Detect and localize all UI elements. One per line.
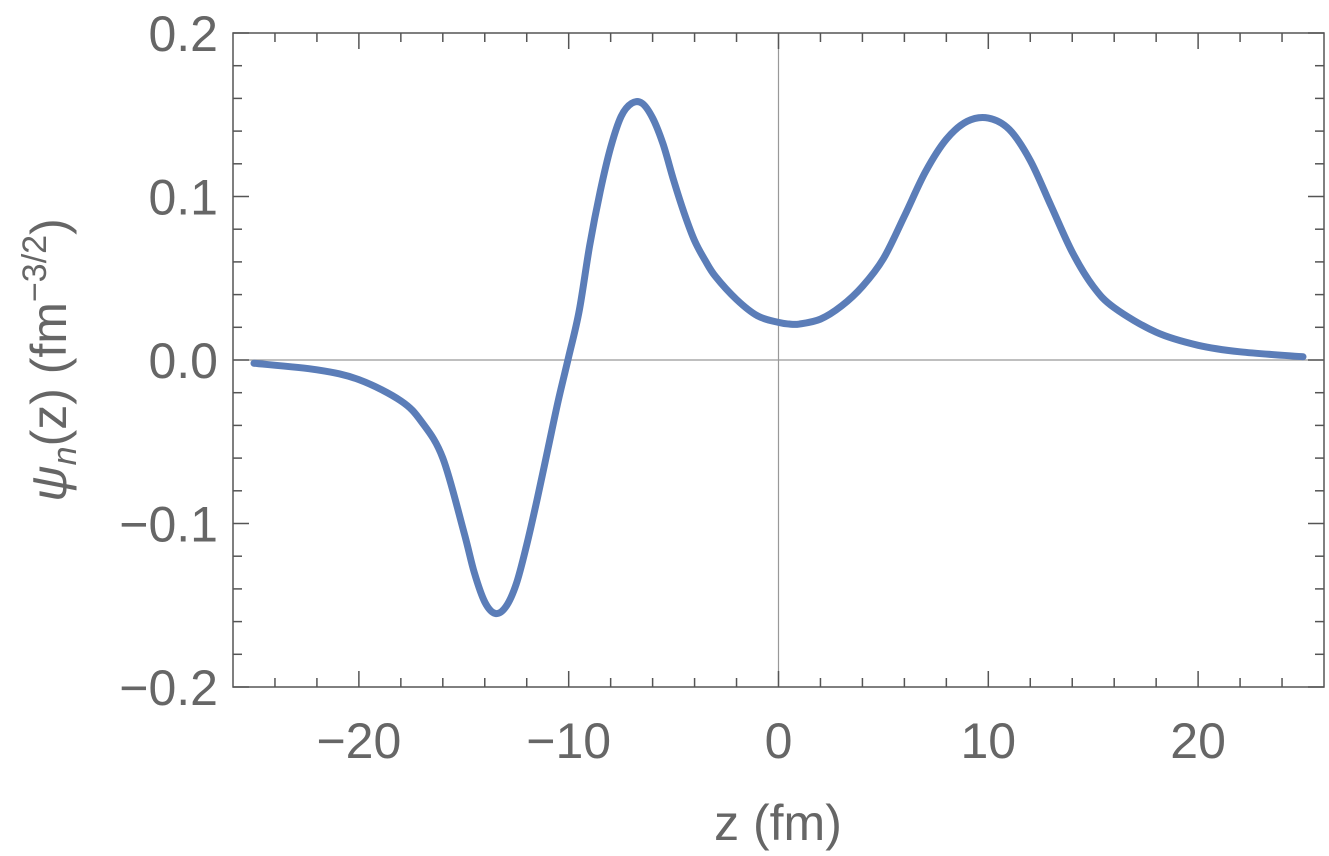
- series-line: [250, 98, 1307, 618]
- y-tick-label: 0.0: [148, 333, 218, 389]
- x-tick-label: 20: [1170, 713, 1226, 769]
- axis-ticks: [233, 32, 1324, 688]
- x-tick-label: −20: [316, 713, 401, 769]
- y-tick-label: −0.2: [119, 660, 218, 716]
- x-tick-labels: −20 −10 0 10 20: [316, 713, 1225, 769]
- x-tick-label: −10: [526, 713, 611, 769]
- y-axis-label-close: ): [21, 218, 77, 235]
- y-axis-label-main: (z) (fm: [21, 302, 77, 446]
- y-tick-label: 0.2: [148, 6, 218, 62]
- y-tick-label: 0.1: [148, 170, 218, 226]
- y-axis-label: ψn(z) (fm−3/2): [16, 218, 84, 501]
- y-axis-label-superscript: −3/2: [16, 235, 54, 302]
- x-tick-label: 10: [960, 713, 1016, 769]
- y-axis-label-subscript: n: [46, 446, 84, 465]
- x-tick-label: 0: [765, 713, 793, 769]
- y-tick-label: −0.1: [119, 497, 218, 553]
- y-tick-labels: −0.2 −0.1 0.0 0.1 0.2: [119, 6, 218, 716]
- x-axis-label: z (fm): [714, 795, 842, 851]
- y-axis-label-psi: ψ: [21, 465, 77, 501]
